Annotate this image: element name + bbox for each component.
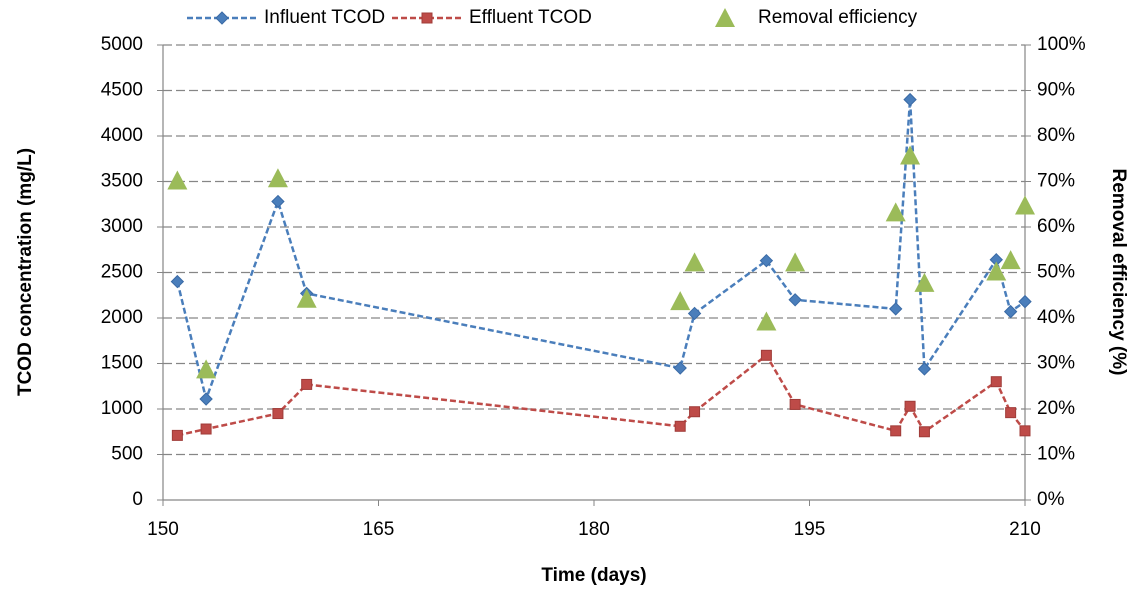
y2-tick-label: 10% [1037, 444, 1075, 465]
y-tick-label: 3000 [101, 216, 143, 237]
data-point [904, 400, 916, 412]
data-point [301, 378, 313, 390]
data-point [673, 361, 687, 375]
data-point [200, 423, 212, 435]
x-tick-label: 195 [794, 519, 826, 540]
y-tick-label: 3500 [101, 171, 143, 192]
y-tick-label: 0 [132, 489, 143, 510]
y2-tick-label: 100% [1037, 34, 1086, 55]
data-point [271, 194, 285, 209]
data-point [785, 252, 806, 272]
data-point [171, 429, 183, 441]
data-point [674, 420, 686, 432]
y2-tick-label: 70% [1037, 171, 1075, 192]
data-point [199, 392, 213, 406]
data-point [684, 252, 705, 272]
legend-marker [421, 12, 433, 24]
series-line [176, 99, 1026, 404]
y-tick-label: 2000 [101, 307, 143, 328]
y2-tick-label: 40% [1037, 307, 1075, 328]
data-point [759, 253, 774, 268]
data-point [789, 398, 801, 410]
y2-tick-label: 0% [1037, 489, 1065, 510]
legend-label: Influent TCOD [264, 7, 385, 28]
legend-marker [215, 11, 229, 25]
data-point [1003, 304, 1018, 319]
data-point [1018, 294, 1032, 309]
y2-tick-label: 20% [1037, 398, 1075, 419]
y-tick-label: 500 [111, 444, 143, 465]
data-point [885, 202, 906, 222]
data-point [272, 408, 284, 420]
data-point [914, 272, 935, 292]
data-point [267, 168, 288, 188]
x-tick-label: 150 [147, 519, 179, 540]
y2-tick-label: 80% [1037, 125, 1075, 146]
legend-label: Effluent TCOD [469, 7, 592, 28]
y2-tick-label: 60% [1037, 216, 1075, 237]
data-point [167, 170, 188, 190]
x-tick-label: 180 [578, 519, 610, 540]
data-point [903, 92, 917, 107]
data-point [900, 145, 921, 165]
y2-tick-label: 50% [1037, 262, 1075, 283]
data-point [170, 274, 185, 289]
legend-marker [715, 8, 735, 27]
data-point [1000, 250, 1021, 270]
data-point [296, 288, 317, 308]
y-tick-label: 4500 [101, 80, 143, 101]
data-point [760, 349, 772, 361]
y-tick-label: 4000 [101, 125, 143, 146]
data-point [670, 291, 691, 311]
data-point [990, 376, 1002, 388]
data-point [890, 425, 902, 437]
data-point [918, 426, 930, 438]
y2-tick-label: 30% [1037, 353, 1075, 374]
data-point [689, 406, 701, 418]
y-axis-title: TCOD concentration (mg/L) [15, 148, 36, 396]
y2-axis-title: Removal efficiency (%) [1108, 169, 1129, 376]
data-point [196, 359, 217, 379]
data-point [888, 302, 903, 316]
data-point [986, 261, 1007, 281]
x-tick-label: 210 [1009, 519, 1041, 540]
data-point [756, 311, 777, 331]
y-tick-label: 1000 [101, 398, 143, 419]
data-point [1015, 195, 1035, 215]
legend-label: Removal efficiency [758, 7, 918, 28]
data-point [788, 293, 802, 307]
x-tick-label: 165 [363, 519, 395, 540]
data-point [1019, 425, 1031, 437]
y2-tick-label: 90% [1037, 80, 1075, 101]
y-tick-label: 5000 [101, 34, 143, 55]
data-point [687, 306, 702, 321]
data-point [1005, 407, 1017, 419]
series-line [177, 353, 1026, 437]
x-axis-title: Time (days) [541, 565, 646, 586]
y-tick-label: 1500 [101, 353, 143, 374]
data-point [917, 362, 932, 376]
y-tick-label: 2500 [101, 262, 143, 283]
